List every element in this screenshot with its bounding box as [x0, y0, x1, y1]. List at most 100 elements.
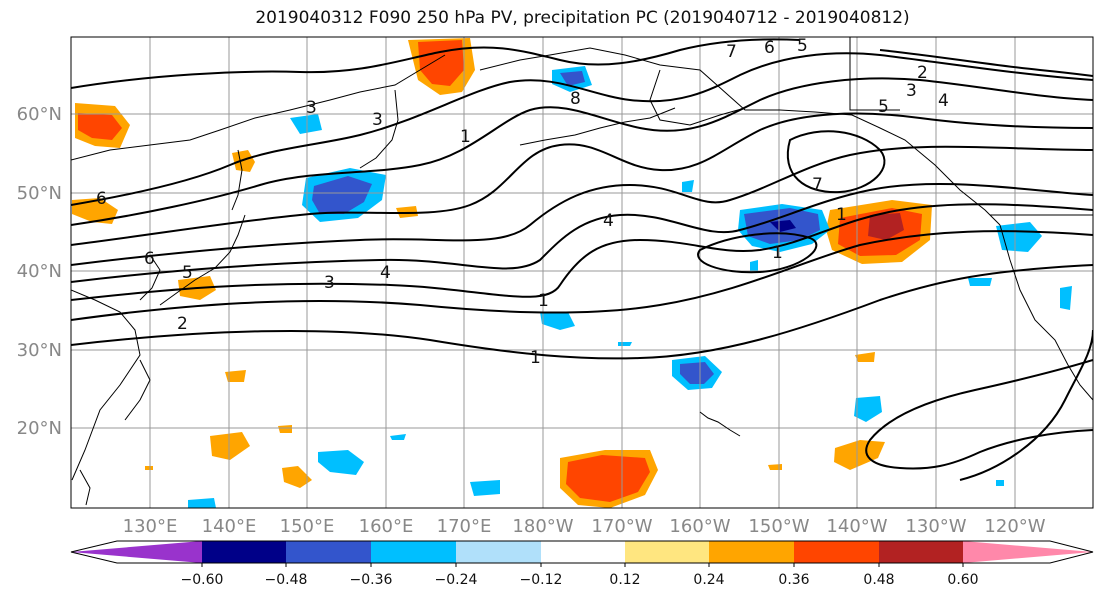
- latitude-labels: 60°N 50°N 40°N 30°N 20°N: [17, 104, 62, 439]
- pv-contour: [786, 130, 886, 194]
- pv-contour: [71, 230, 1093, 321]
- lat-label-60n: 60°N: [17, 104, 62, 125]
- pv-contour: [865, 359, 1093, 470]
- contour-label: 1: [836, 205, 847, 225]
- precip-negative-area: [540, 312, 575, 330]
- contour-label: 1: [530, 348, 541, 368]
- colorbar-tick-labels: −0.60 −0.48 −0.36 −0.24 −0.12 0.12 0.24 …: [181, 572, 979, 588]
- colorbar-segment: [541, 541, 625, 563]
- colorbar-segment: [794, 541, 879, 563]
- precip-positive-area: [768, 464, 782, 470]
- colorbar-tick-label: −0.12: [520, 572, 563, 588]
- pv-contour-labels: 3 3 1 8 7 6 5 2 3 4 5 7 1 1 4 6 6 5 3 4 …: [96, 36, 949, 368]
- contour-label: 3: [372, 110, 383, 130]
- precip-negative-area: [996, 222, 1042, 252]
- pv-contour: [71, 38, 801, 89]
- ryukyu-islands: [124, 359, 151, 421]
- map-title: 2019040312 F090 250 hPa PV, precipitatio…: [255, 8, 910, 28]
- north-america-west-coast: [999, 224, 1093, 401]
- map-frame: [70, 36, 1094, 509]
- colorbar-tick-label: −0.36: [350, 572, 393, 588]
- contour-label: 4: [603, 211, 614, 231]
- colorbar-segment: [371, 541, 456, 563]
- map-panel: [71, 37, 1093, 508]
- colorbar-segment: [456, 541, 541, 563]
- pv-contours: [71, 38, 1093, 481]
- taiwan: [79, 469, 91, 506]
- precip-negative-area: [470, 480, 500, 496]
- precip-negative-area: [290, 114, 322, 134]
- contour-label: 2: [177, 314, 188, 334]
- contour-label: 1: [538, 291, 549, 311]
- kamchatka-coast: [359, 89, 399, 169]
- colorbar-tick-label: 0.24: [693, 572, 724, 588]
- pv-contour: [879, 49, 1093, 77]
- colorbar-segment-extend-high: [963, 541, 1093, 563]
- contour-label: 5: [182, 263, 193, 283]
- contour-label: 7: [812, 175, 823, 195]
- contour-label: 5: [797, 36, 808, 56]
- precip-positive-area: [232, 150, 255, 172]
- pv-contour: [71, 112, 1093, 246]
- precip-negative-area: [560, 71, 585, 86]
- longitude-labels: 130°E 140°E 150°E 160°E 170°E 180°W 170°…: [123, 516, 1046, 537]
- pv-contour: [71, 52, 1093, 206]
- pv-contour: [71, 264, 1093, 360]
- pv-contour: [71, 182, 1093, 283]
- aleutian-islands: [519, 107, 676, 146]
- colorbar-segment: [625, 541, 709, 563]
- precip-positive-area: [566, 455, 650, 502]
- precip-negative-area: [188, 498, 216, 508]
- lon-label: 130°E: [123, 516, 178, 537]
- lon-label: 150°E: [280, 516, 335, 537]
- coastlines: [71, 37, 1093, 506]
- precip-negative-area: [618, 342, 632, 346]
- contour-label: 4: [938, 91, 949, 111]
- precip-negative-area: [750, 260, 758, 272]
- precip-positive-area: [278, 425, 292, 433]
- precip-positive-area: [855, 352, 875, 362]
- precip-negative-area: [318, 450, 364, 475]
- contour-label: 2: [917, 63, 928, 83]
- colorbar: −0.60 −0.48 −0.36 −0.24 −0.12 0.12 0.24 …: [70, 540, 1094, 588]
- precip-positive-area: [145, 466, 153, 470]
- contour-label: 1: [460, 127, 471, 147]
- contour-label: 3: [306, 98, 317, 118]
- colorbar-tick-label: 0.48: [863, 572, 894, 588]
- colorbar-tick-label: −0.60: [181, 572, 224, 588]
- china-coast: [71, 289, 141, 481]
- contour-label: 7: [726, 42, 737, 62]
- contour-label: 4: [380, 263, 391, 283]
- precip-negative-areas: [188, 66, 1072, 508]
- precip-positive-area: [834, 440, 885, 470]
- lon-label: 170°E: [437, 516, 492, 537]
- colorbar-ticks: [201, 563, 964, 567]
- lat-label-50n: 50°N: [17, 183, 62, 204]
- korea: [139, 254, 161, 301]
- lon-label: 130°W: [905, 516, 966, 537]
- lon-label: 180°W: [512, 516, 573, 537]
- lon-label: 160°E: [359, 516, 414, 537]
- colorbar-tick-label: 0.12: [609, 572, 640, 588]
- contour-label: 6: [144, 249, 155, 269]
- contour-label: 1: [772, 243, 783, 263]
- precip-negative-area: [770, 220, 796, 232]
- colorbar-segment: [879, 541, 963, 563]
- contour-label: 3: [906, 81, 917, 101]
- precip-positive-area: [282, 466, 312, 488]
- lat-label-30n: 30°N: [17, 340, 62, 361]
- precip-negative-area: [682, 180, 694, 192]
- colorbar-tick-label: 0.36: [778, 572, 809, 588]
- contour-label: 8: [570, 89, 581, 109]
- contour-label: 6: [96, 189, 107, 209]
- colorbar-segment: [286, 541, 371, 563]
- colorbar-segment: [709, 541, 794, 563]
- precip-negative-area: [390, 434, 406, 440]
- graticule: [71, 37, 1093, 508]
- asia-coast: [71, 54, 446, 161]
- lat-label-20n: 20°N: [17, 418, 62, 439]
- precip-positive-area: [78, 113, 122, 140]
- precip-negative-area: [968, 278, 992, 286]
- hawaii-islands: [699, 411, 741, 437]
